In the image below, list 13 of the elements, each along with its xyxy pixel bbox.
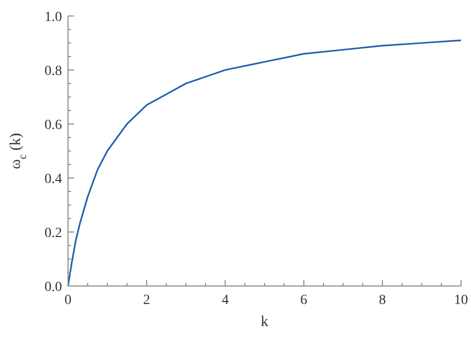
y-tick-label: 0.4 xyxy=(44,172,62,187)
y-tick-label: 0.2 xyxy=(44,226,62,241)
y-tick-label: 0.8 xyxy=(44,64,62,79)
x-tick-label: 2 xyxy=(143,293,150,308)
y-tick-label: 1.0 xyxy=(44,10,62,25)
y-tick-label: 0.6 xyxy=(44,118,62,133)
x-tick-label: 4 xyxy=(222,293,229,308)
y-tick-label: 0.0 xyxy=(44,280,62,295)
x-tick-label: 10 xyxy=(454,293,468,308)
x-axis-title: k xyxy=(260,314,269,330)
x-tick-label: 6 xyxy=(300,293,308,308)
x-tick-label: 0 xyxy=(64,293,72,308)
x-tick-label: 8 xyxy=(378,293,386,308)
